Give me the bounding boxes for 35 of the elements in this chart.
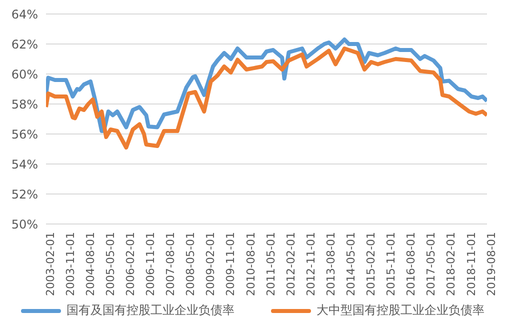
x-tick-label: 2018-02-01 (444, 232, 458, 296)
x-tick-label: 2003-02-01 (44, 232, 57, 296)
x-tick-label: 2018-11-01 (464, 232, 478, 296)
x-tick-label: 2014-05-01 (344, 232, 358, 296)
x-tick-label: 2012-11-01 (304, 232, 318, 296)
line-series (46, 46, 487, 150)
x-tick-label: 2015-11-01 (384, 232, 398, 296)
x-tick-label: 2009-11-01 (224, 232, 238, 296)
x-tick-label: 2012-02-01 (284, 232, 298, 296)
y-tick-label: 50% (11, 217, 38, 232)
x-tick-label: 2008-05-01 (184, 232, 198, 296)
x-tick-label: 2009-02-01 (204, 232, 218, 296)
x-tick-label: 2006-02-01 (124, 232, 137, 296)
x-tick-label: 2010-08-01 (244, 232, 258, 296)
y-tick-label: 56% (11, 127, 38, 142)
x-tick-label: 2017-05-01 (424, 232, 438, 296)
x-tick-label: 2011-05-01 (264, 232, 278, 296)
y-tick-label: 60% (11, 67, 38, 82)
x-tick-label: 2015-02-01 (364, 232, 378, 296)
x-tick-label: 2005-05-01 (104, 232, 117, 296)
y-tick-label: 58% (11, 97, 38, 112)
x-tick-label: 2004-08-01 (84, 232, 97, 296)
x-tick-label: 2019-08-01 (484, 232, 498, 296)
x-tick-label: 2007-08-01 (164, 232, 178, 296)
y-tick-label: 64% (11, 7, 38, 22)
legend-label: 国有及国有控股工业企业负债率 (66, 302, 234, 319)
y-tick-label: 52% (11, 187, 38, 202)
x-tick-label: 2013-08-01 (324, 232, 338, 296)
x-tick-label: 2006-11-01 (144, 232, 158, 296)
legend-label: 大中型国有控股工业企业负债率 (316, 302, 484, 319)
y-tick-label: 54% (11, 157, 38, 172)
y-tick-label: 62% (11, 37, 38, 52)
x-tick-label: 2003-11-01 (64, 232, 77, 296)
line-series (46, 38, 487, 133)
x-tick-label: 2016-08-01 (404, 232, 418, 296)
